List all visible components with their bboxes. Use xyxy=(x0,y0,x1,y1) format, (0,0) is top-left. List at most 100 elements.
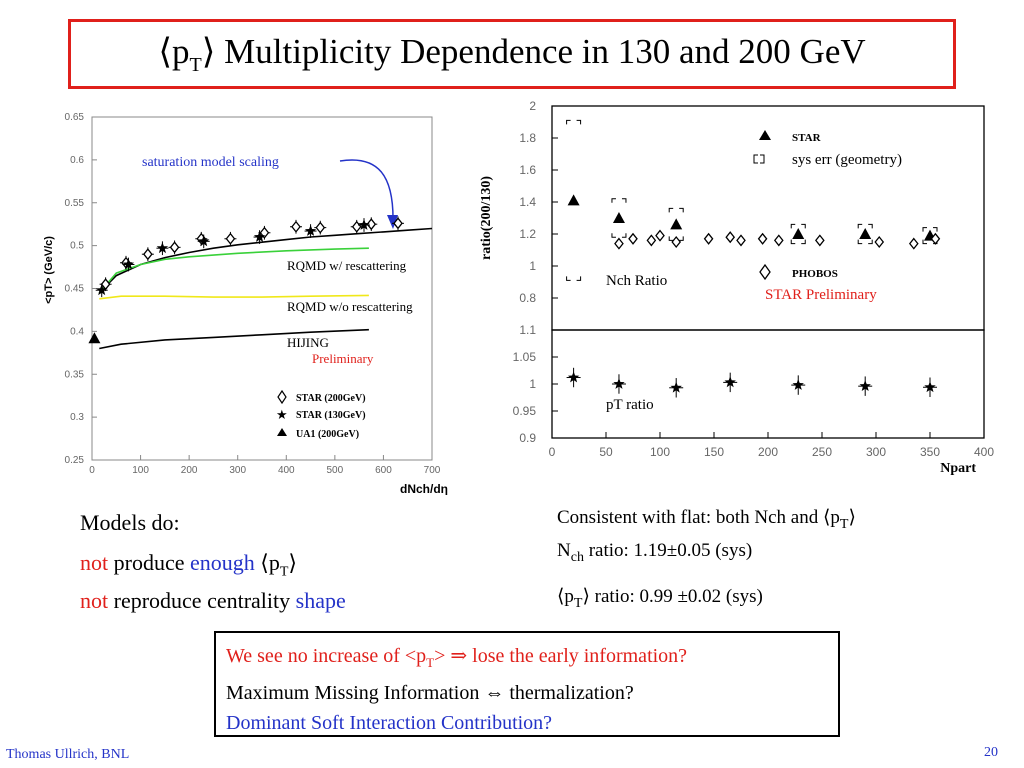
point-phobos xyxy=(646,234,657,247)
syserr-bottom xyxy=(668,236,684,241)
right-xtick-label: 100 xyxy=(650,445,670,459)
nch-ratio-label: Nch Ratio xyxy=(606,273,667,289)
point-star xyxy=(612,212,625,223)
point-star-130gev- xyxy=(358,219,370,230)
syserr-bottom xyxy=(566,276,582,281)
point-phobos xyxy=(908,237,919,250)
left-chart-ylabel: <pT> (GeV/c) xyxy=(43,236,55,304)
left-ytick-label: 0.6 xyxy=(70,155,84,166)
syserr-bottom xyxy=(611,233,627,238)
right-ytick-label: 0.8 xyxy=(519,291,536,305)
right-ytick-label: 1.8 xyxy=(519,131,536,145)
legend-ua1: UA1 (200GeV) xyxy=(296,429,359,440)
right-chart-ylabel: ratio(200/130) xyxy=(479,176,494,260)
models-line-2: not reproduce centrality shape xyxy=(80,588,346,613)
point-star xyxy=(859,228,872,239)
annotation-saturation: saturation model scaling xyxy=(142,155,279,170)
point-star-130gev- xyxy=(122,258,135,270)
ratio-vs-npart-chart: ratio(200/130) Npart Nch Ratio STAR Prel… xyxy=(479,100,995,476)
point-pt-ratio xyxy=(567,371,580,383)
annotation-arrowhead xyxy=(387,215,398,229)
left-chart-preliminary: Preliminary xyxy=(312,351,374,366)
curve-hijing xyxy=(99,328,369,350)
legend-star: STAR xyxy=(792,132,822,144)
footer-author: Thomas Ullrich, BNL xyxy=(6,747,130,762)
consistent-line: Consistent with flat: both Nch and ⟨pT⟩ xyxy=(557,507,856,532)
syserr-bottom xyxy=(857,239,873,245)
title-box: ⟨pT⟩ Multiplicity Dependence in 130 and … xyxy=(68,19,956,89)
left-ytick-label: 0.5 xyxy=(70,241,84,252)
conclusion-line-2: Maximum Missing Information ⇔ thermaliza… xyxy=(226,682,634,704)
point-star-130gev- xyxy=(198,235,210,247)
point-phobos xyxy=(614,237,624,250)
point-phobos xyxy=(815,234,825,247)
right-xtick-label: 200 xyxy=(758,445,778,459)
right-xtick-label: 150 xyxy=(704,445,724,459)
conclusion-line-3: Dominant Soft Interaction Contribution? xyxy=(226,712,553,734)
right-ytick-label: 1 xyxy=(529,377,536,391)
nch-ratio-line: Nch ratio: 1.19±0.05 (sys) xyxy=(557,540,753,565)
left-ytick-label: 0.4 xyxy=(70,326,84,337)
point-star-130gev- xyxy=(304,225,317,236)
right-xtick-label: 0 xyxy=(549,445,556,459)
legend-diamond-icon xyxy=(277,389,287,405)
legend-star-200: STAR (200GeV) xyxy=(296,393,366,404)
models-line-1: not produce enough ⟨pT⟩ xyxy=(80,550,297,580)
legend-triangle-icon xyxy=(277,428,287,436)
syserr-top xyxy=(611,198,627,203)
left-xtick-label: 100 xyxy=(132,465,149,476)
star-preliminary-label: STAR Preliminary xyxy=(765,287,877,303)
point-star-200gev- xyxy=(315,221,326,234)
curve-rqmd-w-rescattering xyxy=(98,247,369,294)
legend-star-130: STAR (130GeV) xyxy=(296,410,366,421)
conclusion-box: We see no increase of <pT> ⇒ lose the ea… xyxy=(214,631,840,737)
point-star-200gev- xyxy=(366,218,377,231)
legend-star-triangle-icon xyxy=(759,130,771,140)
point-star-200gev- xyxy=(225,232,236,245)
right-chart-plot: 0.8 1 1.2 1.4 1.6 1.8 2 0.9 0.95 1 1.05 1.1 0 50 100 15… xyxy=(513,100,995,459)
right-ytick-label: 1 xyxy=(529,259,536,273)
curve-label-rqmd-with: RQMD w/ rescattering xyxy=(287,258,407,273)
left-chart-plot: 0.25 0.3 0.35 0.4 0.45 0.5 0.55 0.6 0.65 0 100 200 3… xyxy=(65,112,441,476)
point-ua1-200gev- xyxy=(88,332,101,344)
point-star xyxy=(670,218,683,230)
left-xtick-label: 500 xyxy=(327,465,344,476)
point-pt-ratio xyxy=(670,381,682,393)
point-star-130gev- xyxy=(96,284,108,296)
point-phobos xyxy=(874,235,885,249)
right-ytick-label: 1.4 xyxy=(519,195,536,209)
right-xtick-label: 300 xyxy=(866,445,886,459)
point-star-200gev- xyxy=(143,248,153,261)
point-phobos xyxy=(773,234,784,247)
point-phobos xyxy=(703,232,714,245)
syserr-top xyxy=(668,207,684,213)
point-pt-ratio xyxy=(724,376,736,388)
pt-ratio-label: pT ratio xyxy=(606,397,654,413)
legend-syserr-icon xyxy=(753,154,765,164)
left-ytick-label: 0.65 xyxy=(65,112,85,123)
left-ytick-label: 0.25 xyxy=(65,455,85,466)
left-ytick-label: 0.45 xyxy=(65,284,85,295)
right-ytick-label: 1.2 xyxy=(519,227,536,241)
point-star-200gev- xyxy=(291,220,301,233)
annotation-arrow xyxy=(339,159,394,224)
right-xtick-label: 350 xyxy=(920,445,940,459)
right-xtick-label: 50 xyxy=(599,445,613,459)
legend-phobos-diamond-icon xyxy=(759,263,771,281)
left-xtick-label: 200 xyxy=(181,465,198,476)
left-ytick-label: 0.55 xyxy=(65,198,85,209)
right-xtick-label: 250 xyxy=(812,445,832,459)
legend-phobos: PHOBOS xyxy=(792,268,838,280)
right-ytick-label: 0.9 xyxy=(519,431,536,445)
right-ytick-label: 0.95 xyxy=(513,404,537,418)
syserr-bottom xyxy=(790,239,806,245)
right-chart-xlabel: Npart xyxy=(940,461,976,476)
left-ytick-label: 0.35 xyxy=(65,369,85,380)
point-pt-ratio xyxy=(924,381,936,393)
point-phobos xyxy=(655,229,665,242)
right-xtick-label: 400 xyxy=(974,445,994,459)
models-heading: Models do: xyxy=(80,510,180,535)
left-xtick-label: 300 xyxy=(229,465,246,476)
point-star-130gev- xyxy=(253,231,266,242)
page-number: 20 xyxy=(984,745,998,760)
